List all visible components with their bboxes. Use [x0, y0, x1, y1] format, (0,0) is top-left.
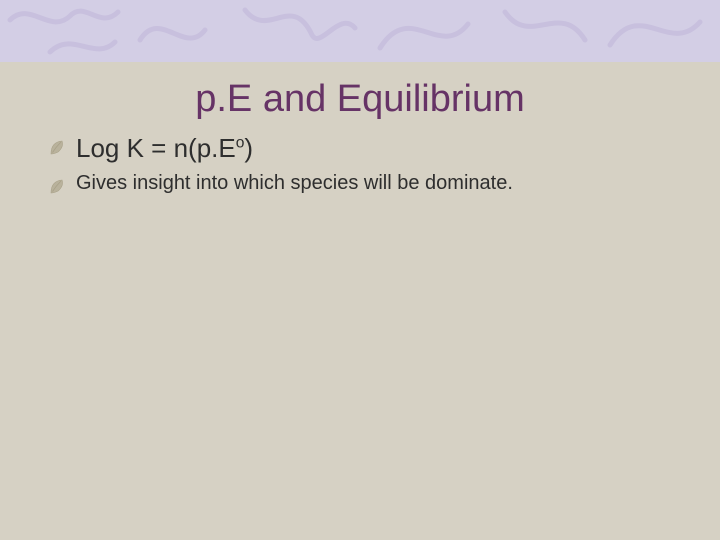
slide-title: p.E and Equilibrium [40, 78, 680, 121]
leaf-bullet-icon [48, 137, 68, 161]
leaf-bullet-icon [48, 176, 68, 200]
bullet-list: Log K = n(p.Eo) Gives insight into which … [40, 133, 680, 200]
equation-text: Log K = n(p.Eo) [76, 133, 253, 164]
bullet-text: Gives insight into which species will be… [76, 172, 513, 195]
slide-content: p.E and Equilibrium Log K = n(p.Eo) Gives… [0, 62, 720, 208]
bullet-item: Gives insight into which species will be… [48, 172, 680, 200]
banner-swirls [0, 0, 720, 62]
decorative-banner [0, 0, 720, 62]
bullet-item: Log K = n(p.Eo) [48, 133, 680, 164]
